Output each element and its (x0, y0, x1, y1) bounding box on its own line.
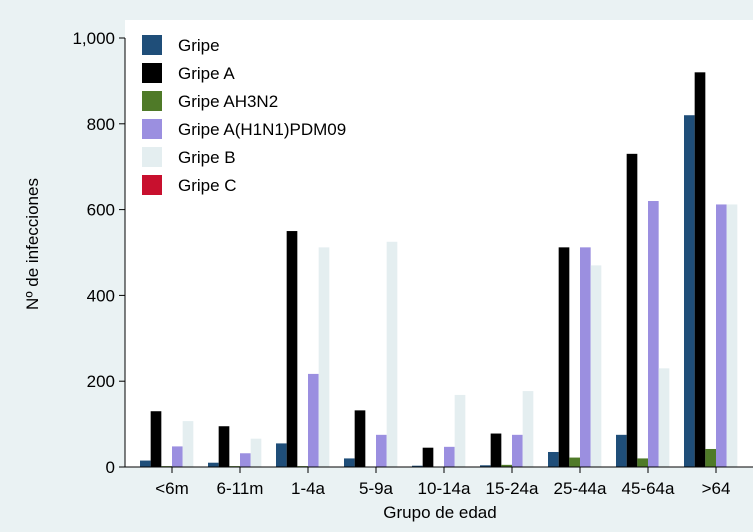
bar (287, 231, 298, 467)
y-tick-label: 800 (87, 115, 115, 134)
bar (172, 446, 183, 467)
x-tick-label: 25-44a (554, 479, 607, 498)
bar (208, 463, 219, 467)
y-axis: 0 200 400 600 800 1,000 (72, 29, 125, 477)
x-tick-label: 1-4a (291, 479, 326, 498)
bar (684, 115, 695, 467)
x-axis: <6m 6-11m 1-4a 5-9a 10-14a 15-24a 25-44a 45-64a… (125, 467, 753, 498)
bar (183, 421, 194, 467)
y-tick-label: 600 (87, 201, 115, 220)
legend-swatch (142, 119, 162, 139)
bar (140, 461, 151, 467)
bar (548, 452, 559, 467)
legend-swatch (142, 147, 162, 167)
legend-swatch (142, 91, 162, 111)
bar (659, 368, 670, 467)
x-tick-label: <6m (155, 479, 189, 498)
x-tick-label: 45-64a (622, 479, 675, 498)
y-tick-label: 0 (106, 458, 115, 477)
y-tick-label: 1,000 (72, 29, 115, 48)
legend-swatch (142, 63, 162, 83)
bar (580, 247, 591, 467)
bar (344, 458, 355, 467)
bar (616, 435, 627, 467)
bar (491, 434, 502, 467)
bar (308, 374, 319, 467)
bar (319, 247, 330, 467)
bar (455, 395, 466, 467)
bar (387, 242, 398, 467)
legend-label: Gripe A (178, 64, 235, 83)
y-tick-label: 400 (87, 286, 115, 305)
legend-label: Gripe A(H1N1)PDM09 (178, 120, 346, 139)
bar (727, 204, 738, 467)
legend-swatch (142, 35, 162, 55)
legend-label: Gripe B (178, 148, 236, 167)
bar (276, 443, 287, 467)
bar (627, 154, 638, 467)
bar (423, 448, 434, 467)
bar (705, 449, 716, 467)
bar (512, 435, 523, 467)
bar (695, 72, 706, 467)
bar (355, 410, 366, 467)
legend-label: Gripe C (178, 176, 237, 195)
y-tick-label: 200 (87, 372, 115, 391)
y-axis-label: Nº de infecciones (23, 178, 42, 310)
bar (637, 458, 648, 467)
x-tick-label: 5-9a (359, 479, 394, 498)
x-tick-label: 10-14a (418, 479, 471, 498)
x-axis-label: Grupo de edad (383, 503, 496, 522)
bar (559, 247, 570, 467)
bar (376, 435, 387, 467)
bar (251, 439, 262, 467)
bar (569, 458, 580, 467)
x-tick-label: 6-11m (217, 479, 264, 498)
x-tick-label: >64 (702, 479, 731, 498)
bar (151, 411, 162, 467)
bar (219, 426, 230, 467)
bar (648, 201, 659, 467)
bar (523, 391, 534, 467)
legend-label: Gripe AH3N2 (178, 92, 278, 111)
legend-swatch (142, 175, 162, 195)
bar (591, 265, 602, 467)
legend-label: Gripe (178, 36, 220, 55)
bar (240, 453, 251, 467)
x-tick-label: 15-24a (486, 479, 539, 498)
bar (716, 204, 727, 467)
bar (444, 447, 455, 467)
